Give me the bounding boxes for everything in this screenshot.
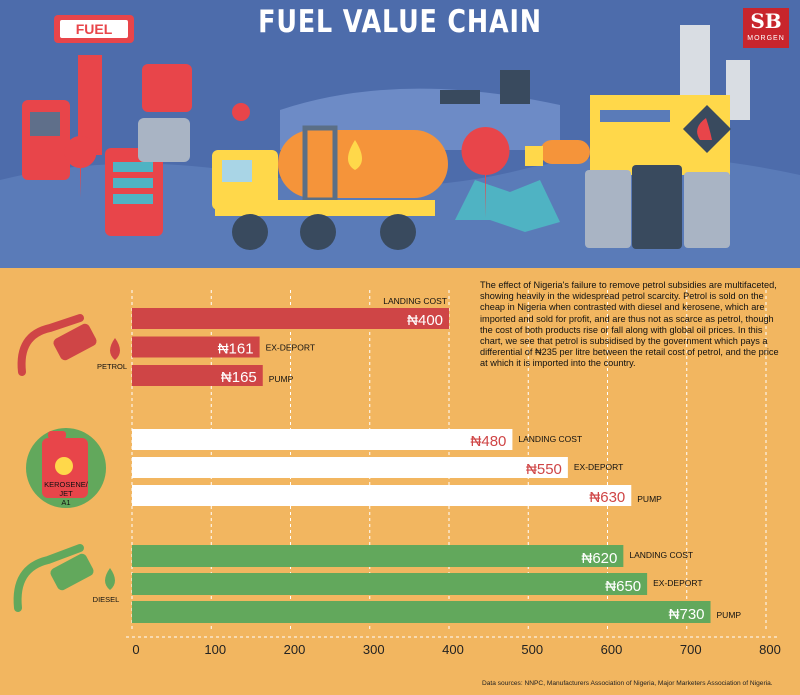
x-tick-label: 400 [442, 642, 464, 657]
bar-value-label: ₦650 [605, 578, 641, 595]
bar [132, 601, 711, 623]
oil-rig-icon [440, 90, 480, 104]
bar-value-label: ₦480 [471, 433, 507, 450]
oil-barrel-icon [632, 165, 682, 249]
x-tick-label: 600 [601, 642, 623, 657]
fuel-nozzle-icon [13, 544, 115, 612]
location-pin-icon [461, 127, 510, 218]
map-icon [455, 180, 560, 232]
bar [132, 429, 513, 450]
page-title: FUEL VALUE CHAIN [258, 4, 542, 40]
bar-category-label: LANDING COST [518, 434, 582, 444]
x-tick-label: 700 [680, 642, 702, 657]
bar-value-label: ₦630 [589, 489, 625, 506]
bar-value-label: ₦400 [407, 312, 443, 329]
group-label: DIESEL [93, 595, 120, 604]
tanker-truck-icon [278, 130, 448, 198]
fuel-sign-text: FUEL [76, 21, 113, 37]
bar-value-label: ₦161 [218, 341, 254, 358]
description-text: The effect of Nigeria's failure to remov… [480, 280, 779, 369]
group-label: JET [59, 489, 73, 498]
bar-category-label: LANDING COST [629, 550, 693, 560]
logo-letters: SB [750, 9, 782, 33]
bar-category-label: PUMP [717, 610, 742, 620]
bar [132, 573, 648, 595]
x-tick-label: 0 [132, 642, 139, 657]
x-tick-label: 200 [284, 642, 306, 657]
bar [132, 457, 568, 478]
group-label: KEROSENE/ [44, 480, 89, 489]
logo-name: MORGEN [747, 35, 785, 42]
bar [132, 365, 263, 386]
bar-category-label: LANDING COST [383, 296, 447, 306]
x-axis: 0 100 200 300 400 500 600 700 800 [126, 636, 781, 657]
bar-category-label: PUMP [637, 494, 662, 504]
jerrycan-icon [26, 428, 106, 508]
bar [132, 308, 449, 329]
bar-category-label: PUMP [269, 374, 294, 384]
bar-category-label: EX-DEPORT [653, 578, 702, 588]
jerrycan-icon [138, 118, 190, 162]
tanker-truck-small-icon [540, 140, 590, 164]
x-tick-label: 500 [521, 642, 543, 657]
bar-category-label: EX-DEPORT [266, 343, 315, 353]
x-tick-label: 300 [363, 642, 385, 657]
bar-value-label: ₦620 [581, 550, 617, 567]
source-note: Data sources: NNPC, Manufacturers Associ… [482, 680, 773, 687]
jerrycan-icon [142, 64, 192, 112]
oil-barrel-icon [585, 170, 631, 248]
bar [132, 336, 260, 358]
bar-value-label: ₦165 [221, 369, 257, 386]
fuel-scene-illustration: FUEL [0, 15, 800, 268]
bar-category-label: EX-DEPORT [574, 462, 623, 472]
location-pin-icon [232, 103, 250, 121]
group-label: PETROL [97, 362, 127, 371]
group-label: A1 [61, 498, 70, 507]
fuel-nozzle-icon [17, 314, 120, 376]
hero-illustration: FUEL [0, 0, 800, 268]
bar [132, 545, 624, 567]
brand-logo: SB MORGEN [743, 8, 789, 48]
bar-value-label: ₦730 [669, 606, 705, 623]
bar-value-label: ₦550 [526, 461, 562, 478]
group-icons [13, 314, 120, 612]
chart-bars: ₦400 LANDING COST ₦161 EX-DEPORT ₦165 PUMP ₦48… [132, 296, 741, 623]
x-tick-label: 100 [204, 642, 226, 657]
bar [132, 485, 632, 506]
x-tick-label: 800 [759, 642, 781, 657]
oil-barrel-icon [684, 172, 730, 248]
location-pin-icon [64, 136, 97, 198]
